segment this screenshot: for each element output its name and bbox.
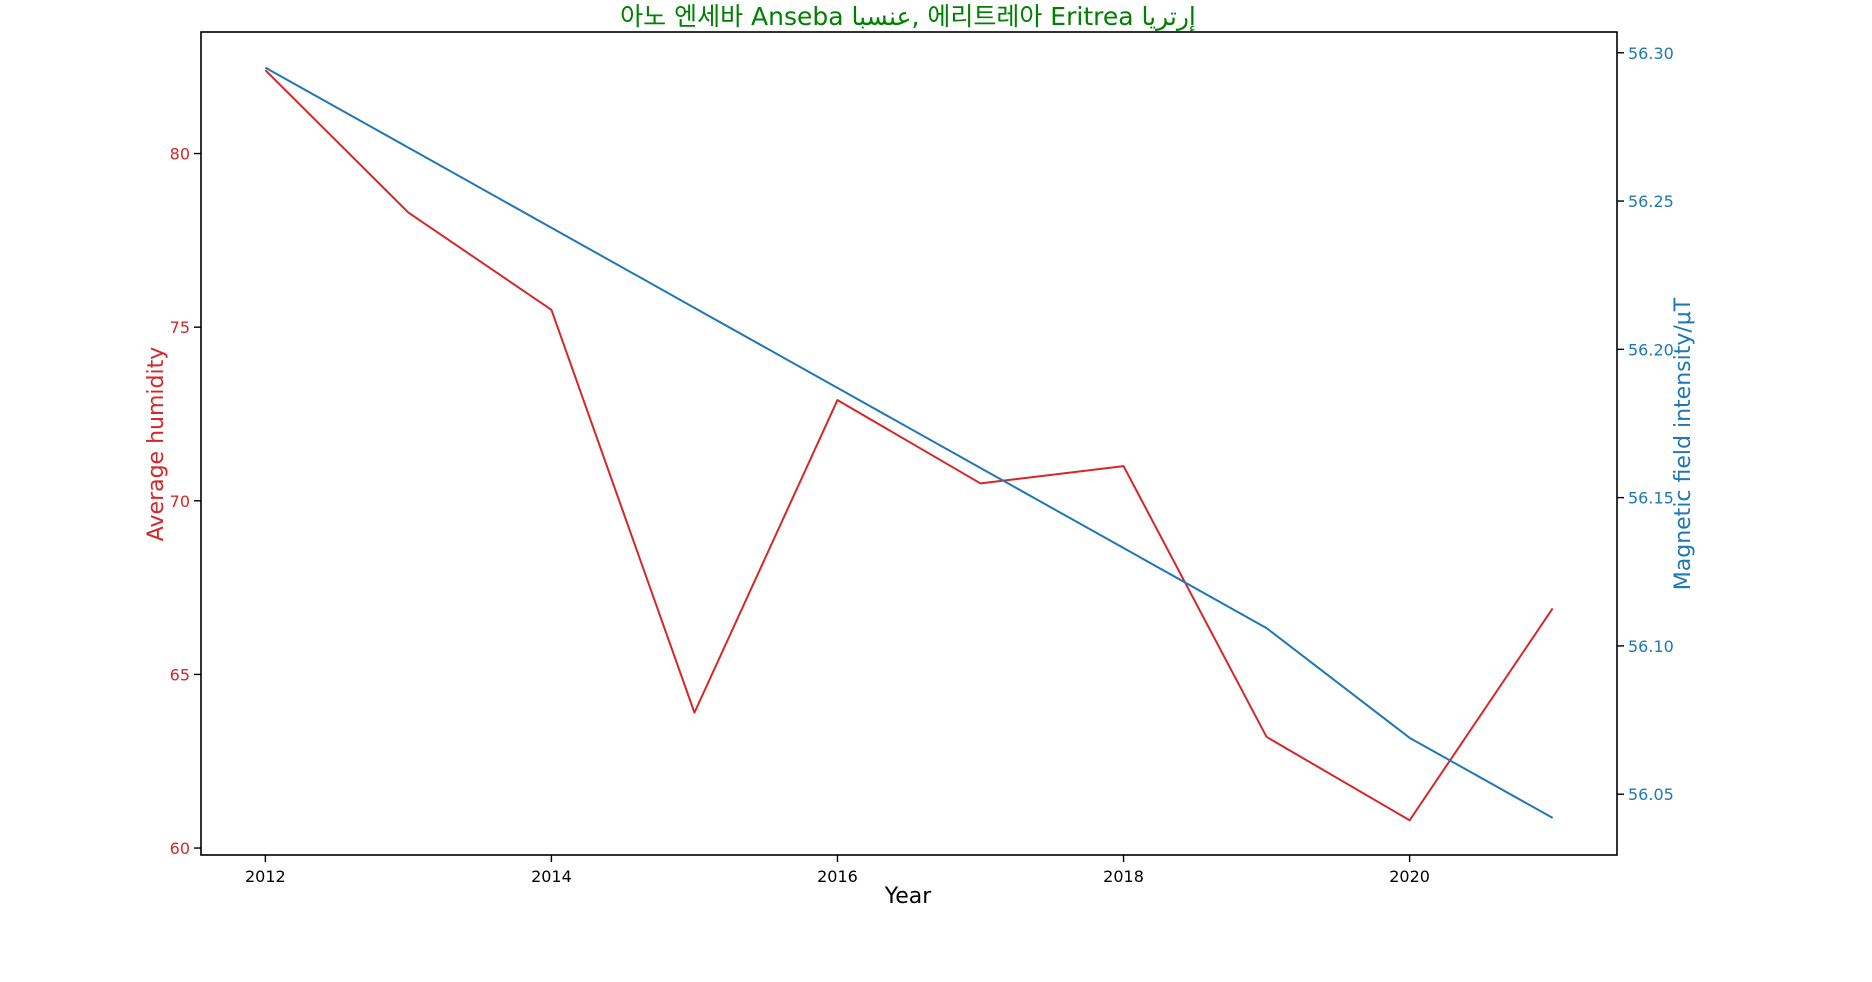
- x-tick-label: 2018: [1103, 867, 1144, 886]
- x-tick-label: 2014: [531, 867, 572, 886]
- series-layer: [264, 66, 1554, 822]
- x-axis-label: Year: [884, 884, 933, 909]
- right-y-axis-label: Magnetic field intensity/μT: [1671, 297, 1696, 590]
- plot-frame: [200, 31, 1618, 856]
- right-y-tick-label: 56.10: [1628, 637, 1674, 656]
- humidity-series-line: [264, 69, 1554, 822]
- left-y-tick-label: 65: [170, 665, 190, 684]
- x-axis: 2012 2014 2016 2018 2020: [245, 855, 1430, 886]
- magnetic-field-series-line: [264, 66, 1554, 819]
- left-y-tick-label: 80: [170, 145, 190, 164]
- left-y-axis-label: Average humidity: [144, 347, 169, 542]
- left-y-tick-label: 70: [170, 492, 190, 511]
- right-y-tick-label: 56.20: [1628, 340, 1674, 359]
- right-y-tick-label: 56.30: [1628, 44, 1674, 63]
- right-y-axis: 56.05 56.10 56.15 56.20 56.25 56.30: [1617, 44, 1674, 804]
- x-tick-label: 2016: [817, 867, 858, 886]
- right-y-tick-label: 56.25: [1628, 192, 1674, 211]
- plot-area: [200, 31, 1618, 856]
- left-y-axis: 60 65 70 75 80: [170, 145, 201, 858]
- x-tick-label: 2012: [245, 867, 286, 886]
- right-y-tick-label: 56.05: [1628, 785, 1674, 804]
- x-tick-label: 2020: [1389, 867, 1430, 886]
- chart-title: 아노 엔세바 Anseba عنسبا, 에리트레아 Eritrea إرتري…: [620, 2, 1196, 32]
- left-y-tick-label: 60: [170, 839, 190, 858]
- right-y-tick-label: 56.15: [1628, 489, 1674, 508]
- left-y-tick-label: 75: [170, 318, 190, 337]
